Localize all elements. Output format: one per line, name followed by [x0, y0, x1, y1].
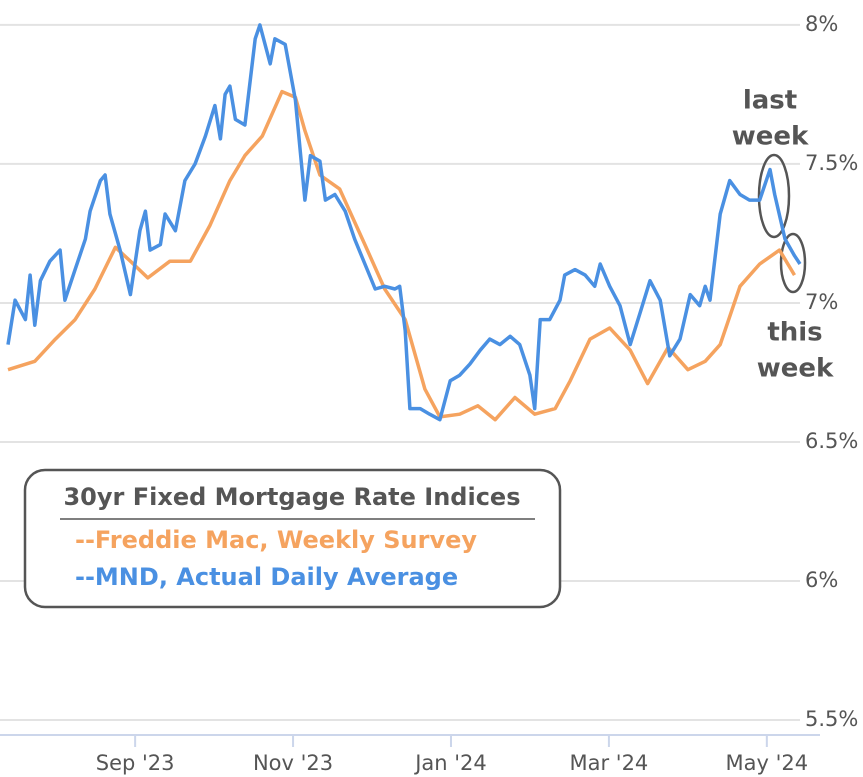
series-line [7, 89, 797, 422]
y-tick-label: 7% [805, 290, 838, 314]
x-tick-label: Jan '24 [413, 751, 487, 775]
annotation: week [732, 122, 809, 152]
y-tick-label: 6% [805, 568, 838, 592]
legend-box [23, 468, 562, 609]
legend-entry: --MND, Actual Daily Average [75, 563, 458, 591]
x-tick-label: May '24 [726, 751, 809, 775]
x-tick-label: Sep '23 [96, 751, 175, 775]
y-tick-label: 5.5% [805, 707, 858, 731]
y-tick-label: 7.5% [805, 151, 858, 175]
y-tick-label: 6.5% [805, 429, 858, 453]
x-tick-label: Nov '23 [253, 751, 333, 775]
annotation: this [767, 318, 822, 348]
annotation: last [743, 86, 797, 116]
y-tick-label: 8% [805, 12, 838, 36]
x-tick-label: Mar '24 [570, 751, 649, 775]
legend-title: 30yr Fixed Mortgage Rate Indices [63, 483, 520, 511]
legend-entry: --Freddie Mac, Weekly Survey [75, 526, 477, 554]
series-line [6, 23, 802, 422]
this-week-marker [779, 232, 807, 294]
annotation: week [757, 354, 834, 384]
last-week-marker [757, 153, 791, 239]
